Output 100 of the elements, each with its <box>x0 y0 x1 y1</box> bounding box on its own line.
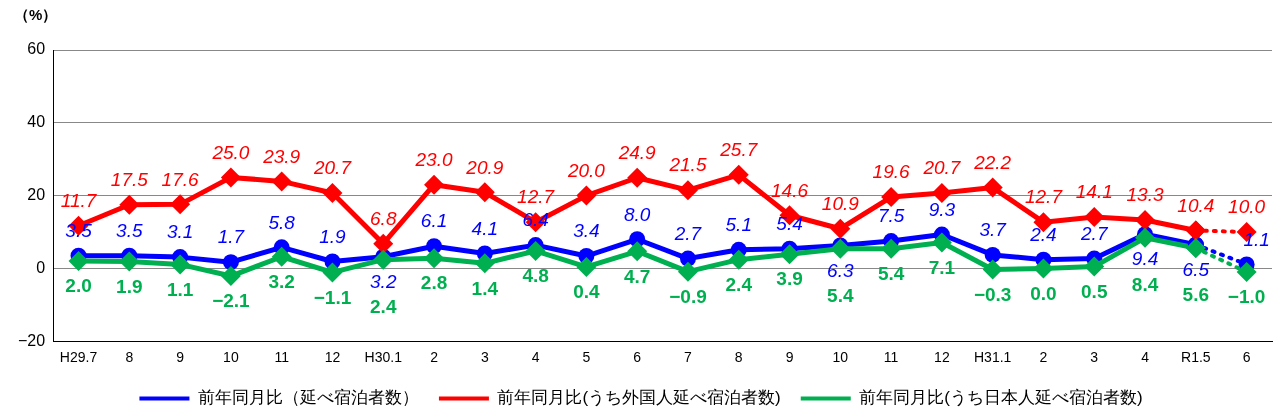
x-tick-label: 5 <box>582 349 591 366</box>
x-tick-label: 4 <box>1141 349 1150 366</box>
data-label: 2.0 <box>65 275 92 297</box>
data-label: 8.0 <box>623 203 651 225</box>
x-tick-label: 9 <box>785 349 794 366</box>
data-label: 12.7 <box>1024 186 1064 208</box>
data-label: −2.1 <box>212 290 251 312</box>
data-label: 10.4 <box>1177 194 1215 216</box>
x-tick-label: 3 <box>1090 349 1099 366</box>
legend-label: 前年同月比（延べ宿泊者数） <box>197 388 419 408</box>
legend-label: 前年同月比(うち外国人延べ宿泊者数) <box>497 388 781 408</box>
data-label: 20.7 <box>922 157 962 179</box>
point <box>271 171 292 192</box>
y-tick-label: 20 <box>27 186 46 204</box>
x-tick-label: 4 <box>531 349 540 366</box>
data-label: 23.0 <box>414 148 453 170</box>
point <box>119 194 140 215</box>
data-label: 17.5 <box>110 168 149 190</box>
data-label: 0.5 <box>1081 280 1108 302</box>
data-label: 20.7 <box>312 157 353 179</box>
legend-label: 前年同月比(うち日本人延べ宿泊者数) <box>859 388 1143 408</box>
point <box>677 180 698 201</box>
point <box>322 183 343 204</box>
point <box>271 246 292 267</box>
point <box>220 167 241 188</box>
data-label: −1.1 <box>313 286 352 308</box>
x-tick-label: R1.5 <box>1181 349 1211 366</box>
y-axis-title: （%） <box>14 6 58 25</box>
point <box>1135 227 1156 248</box>
point <box>830 238 851 259</box>
data-label: 4.7 <box>623 265 651 287</box>
data-label: 9.3 <box>928 198 956 220</box>
point <box>525 240 546 261</box>
data-label: −0.3 <box>973 283 1012 305</box>
point <box>322 262 343 283</box>
data-label: 24.9 <box>617 142 657 164</box>
data-label: 19.6 <box>872 161 911 183</box>
x-tick-label: H31.1 <box>974 349 1012 366</box>
point <box>576 185 597 206</box>
point <box>1084 256 1105 277</box>
point <box>1084 207 1105 228</box>
x-tick-label: 11 <box>883 349 899 366</box>
data-label: 5.6 <box>1182 284 1210 306</box>
data-label: 2.4 <box>1029 223 1057 245</box>
point <box>881 187 902 208</box>
data-label: 7.5 <box>877 205 905 227</box>
point <box>627 241 648 262</box>
point <box>170 254 191 275</box>
point <box>424 248 445 269</box>
x-tick-label: 9 <box>176 349 185 366</box>
data-label: 0.0 <box>1030 282 1057 304</box>
point <box>373 249 394 270</box>
point <box>68 251 89 272</box>
data-label: 12.7 <box>517 186 556 208</box>
data-label: 3.9 <box>776 268 803 290</box>
point <box>373 233 394 254</box>
data-label: 20.9 <box>465 156 504 178</box>
data-label: 0.4 <box>573 281 601 303</box>
point <box>1185 238 1206 259</box>
point <box>474 182 495 203</box>
point <box>170 194 191 215</box>
point <box>931 232 952 253</box>
x-tick-label: 10 <box>832 349 849 366</box>
point <box>576 256 597 277</box>
data-label: 4.1 <box>471 217 499 239</box>
point <box>220 266 241 287</box>
data-label: 2.7 <box>673 222 703 244</box>
data-label: 3.2 <box>370 271 397 293</box>
data-label: 5.4 <box>877 262 905 284</box>
data-label: 3.1 <box>166 221 194 243</box>
point <box>677 261 698 282</box>
point <box>982 177 1003 198</box>
x-tick-label: 7 <box>684 349 693 366</box>
point <box>1135 209 1156 230</box>
data-label: 25.0 <box>211 141 250 163</box>
point <box>982 259 1003 280</box>
data-label: −0.9 <box>669 285 707 307</box>
data-label: 3.2 <box>268 270 295 292</box>
data-label: 13.3 <box>1126 184 1164 206</box>
data-label: 22.2 <box>973 151 1012 173</box>
data-label: 6.1 <box>420 210 448 232</box>
data-label: 14.6 <box>771 179 809 201</box>
data-label: 10.0 <box>1228 196 1266 218</box>
point <box>222 254 239 271</box>
data-label: 5.1 <box>725 214 752 236</box>
point <box>830 218 851 239</box>
data-label: 1.1 <box>166 278 194 300</box>
data-label: 8.4 <box>1131 274 1159 296</box>
data-label: 6.3 <box>827 259 854 281</box>
data-label: 11.7 <box>60 190 98 212</box>
x-tick-label: 3 <box>480 349 489 366</box>
x-tick-label: H30.1 <box>364 349 403 366</box>
data-label: 9.4 <box>1131 248 1159 270</box>
data-label: 4.8 <box>522 265 549 287</box>
y-tick-label: 40 <box>27 113 46 131</box>
x-tick-label: 2 <box>430 349 439 366</box>
x-tick-label: 11 <box>274 349 290 366</box>
data-label: 2.4 <box>370 295 397 317</box>
x-tick-label: 6 <box>1242 349 1251 366</box>
data-label: 21.5 <box>668 154 707 176</box>
